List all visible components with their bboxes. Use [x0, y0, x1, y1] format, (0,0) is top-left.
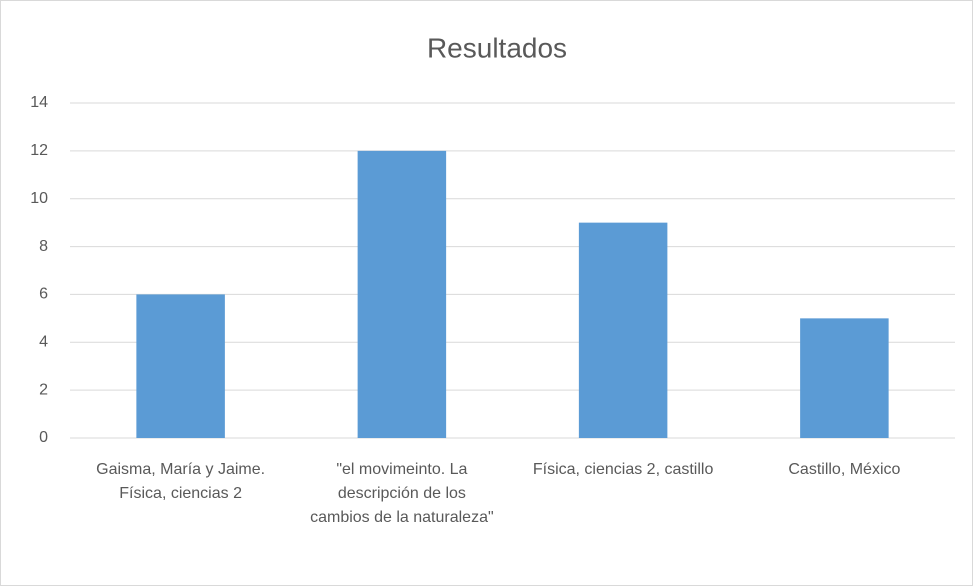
y-tick-label: 8: [39, 238, 48, 255]
x-tick-label: Castillo, México: [788, 461, 900, 478]
y-tick-label: 14: [30, 94, 48, 111]
y-tick-label: 2: [39, 381, 48, 398]
x-tick-label: "el movimeinto. La descripción de los camb…: [310, 461, 494, 526]
x-tick-label: Gaisma, María y Jaime. Física, ciencias 2: [96, 461, 265, 502]
y-tick-label: 0: [39, 429, 48, 446]
x-tick-label: Física, ciencias 2, castillo: [533, 461, 714, 478]
bar: [136, 294, 225, 438]
bar: [357, 150, 447, 438]
y-tick-label: 12: [30, 142, 48, 159]
y-tick-label: 4: [39, 334, 48, 351]
y-tick-label: 10: [30, 190, 48, 207]
bar: [578, 222, 668, 438]
y-tick-label: 6: [39, 286, 48, 303]
bar: [800, 318, 889, 438]
chart-title: Resultados: [427, 32, 567, 63]
